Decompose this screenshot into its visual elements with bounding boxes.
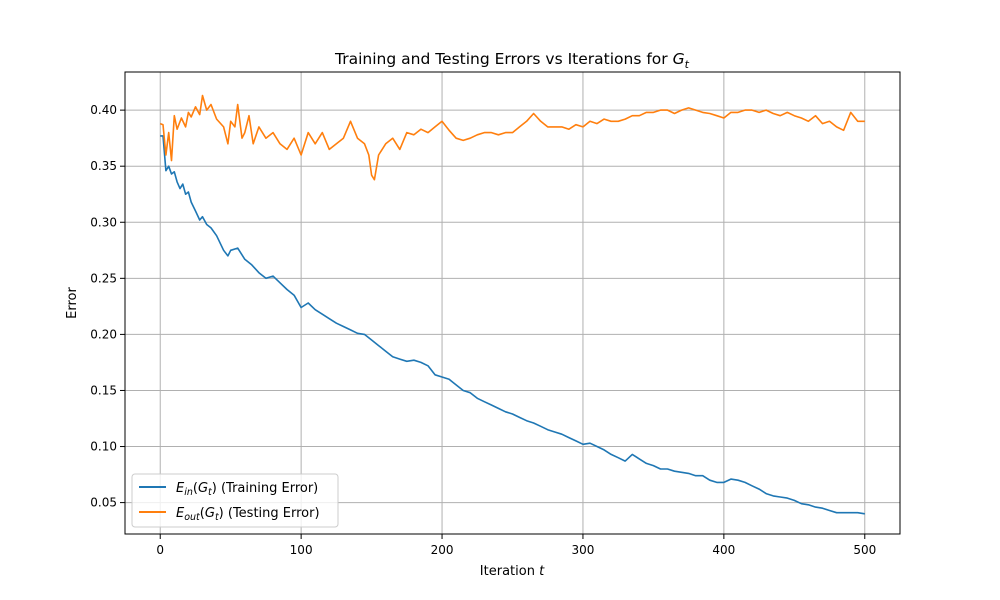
grid-layer	[125, 72, 900, 534]
y-tick-label: 0.15	[90, 383, 117, 397]
legend: Ein(Gt) (Training Error) Eout(Gt) (Testi…	[131, 473, 339, 528]
x-tick-label: 300	[572, 543, 595, 557]
x-tick-label: 0	[156, 543, 164, 557]
y-tick-label: 0.05	[90, 496, 117, 510]
x-tick-label: 100	[290, 543, 313, 557]
y-axis-label: Error	[65, 287, 80, 319]
testing-error-line	[159, 94, 865, 181]
legend-label-training: Ein(Gt) (Training Error)	[176, 481, 318, 498]
y-tick-label: 0.40	[90, 103, 117, 117]
y-tick-label: 0.25	[90, 271, 117, 285]
tick-layer: 0 100 200 300 400 500 0.05 0.10 0.15 0.20 0.25 0.30…	[90, 103, 876, 557]
x-axis-label: Iteration t	[480, 564, 545, 579]
legend-label-testing: Eout(Gt) (Testing Error)	[176, 506, 320, 523]
x-tick-label: 400	[712, 543, 735, 557]
x-tick-label: 200	[431, 543, 454, 557]
legend-box	[131, 473, 339, 528]
series-layer	[159, 94, 865, 515]
y-tick-label: 0.10	[90, 440, 117, 454]
y-tick-label: 0.30	[90, 215, 117, 229]
chart-title: Training and Testing Errors vs Iteration…	[334, 50, 690, 71]
training-error-line	[160, 135, 865, 515]
plot-frame	[124, 71, 901, 535]
x-tick-label: 500	[853, 543, 876, 557]
y-tick-label: 0.20	[90, 327, 117, 341]
y-tick-label: 0.35	[90, 159, 117, 173]
